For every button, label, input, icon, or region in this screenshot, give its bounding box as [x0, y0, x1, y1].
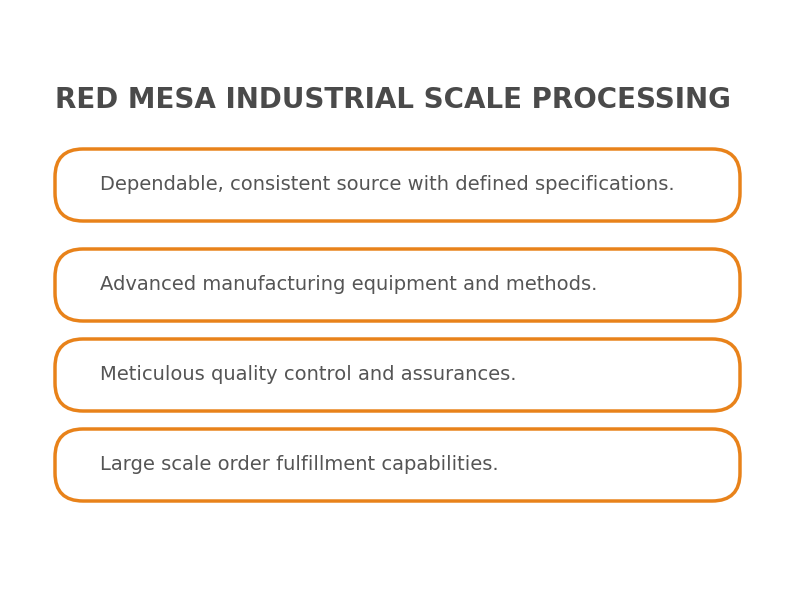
Text: RED MESA INDUSTRIAL SCALE PROCESSING: RED MESA INDUSTRIAL SCALE PROCESSING — [55, 86, 731, 114]
FancyBboxPatch shape — [55, 149, 740, 221]
FancyBboxPatch shape — [55, 249, 740, 321]
FancyBboxPatch shape — [55, 339, 740, 411]
Text: Meticulous quality control and assurances.: Meticulous quality control and assurance… — [100, 365, 517, 385]
FancyBboxPatch shape — [55, 429, 740, 501]
Text: Large scale order fulfillment capabilities.: Large scale order fulfillment capabiliti… — [100, 455, 498, 475]
Text: Advanced manufacturing equipment and methods.: Advanced manufacturing equipment and met… — [100, 275, 598, 295]
Text: Dependable, consistent source with defined specifications.: Dependable, consistent source with defin… — [100, 175, 674, 194]
